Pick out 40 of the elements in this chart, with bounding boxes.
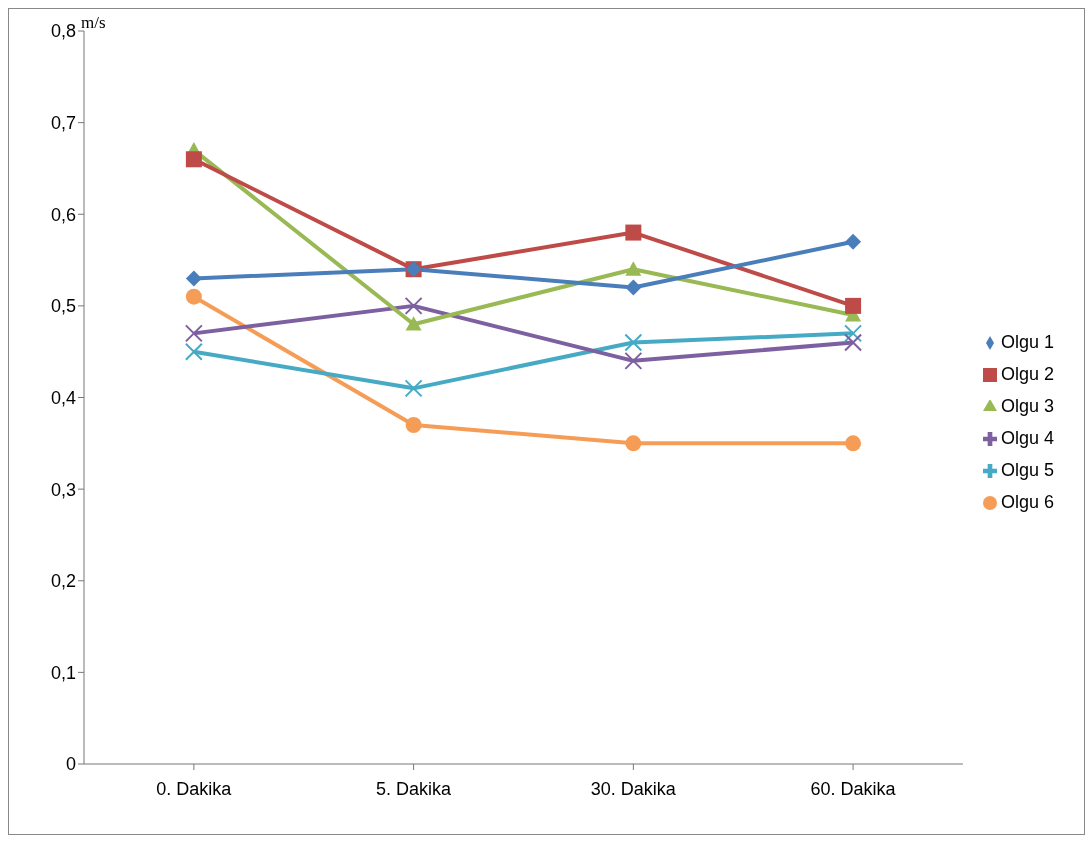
y-tick-label: 0 [65, 754, 76, 775]
point [845, 435, 862, 452]
point [625, 279, 642, 296]
legend-label: Olgu 4 [1000, 427, 1054, 448]
y-tick-label: 0,1 [50, 662, 76, 683]
y-tick-label: 0,8 [50, 21, 76, 42]
y-tick-label: 0,4 [50, 387, 76, 408]
y-tick-label: 0,7 [50, 113, 76, 134]
point [405, 316, 422, 331]
y-tick-label: 0,5 [50, 296, 76, 317]
legend-label: Olgu 3 [1000, 395, 1054, 416]
legend-label: Olgu 6 [1000, 491, 1054, 512]
x-tick-label: 30. Dakika [590, 778, 677, 799]
legend-label: Olgu 2 [1000, 363, 1054, 384]
point [185, 151, 202, 168]
point [625, 261, 642, 276]
y-axis-title: m/s [81, 13, 106, 33]
point [185, 270, 202, 287]
x-tick-label: 60. Dakika [810, 778, 897, 799]
point [404, 379, 423, 398]
point [184, 342, 203, 361]
point [405, 416, 422, 433]
y-tick-label: 0,6 [50, 204, 76, 225]
point [625, 224, 642, 241]
point [184, 324, 203, 343]
point [624, 333, 643, 352]
x-tick-label: 5. Dakika [376, 778, 453, 799]
point [844, 333, 863, 352]
point [845, 297, 862, 314]
x-tick-label: 0. Dakika [156, 778, 233, 799]
point [404, 296, 423, 315]
y-tick-label: 0,3 [50, 479, 76, 500]
point [625, 435, 642, 452]
point [185, 288, 202, 305]
point [624, 351, 643, 370]
y-tick-label: 0,2 [50, 571, 76, 592]
point [845, 233, 862, 250]
legend-label: Olgu 1 [1000, 331, 1054, 352]
legend-label: Olgu 5 [1000, 459, 1054, 480]
point [844, 324, 863, 343]
